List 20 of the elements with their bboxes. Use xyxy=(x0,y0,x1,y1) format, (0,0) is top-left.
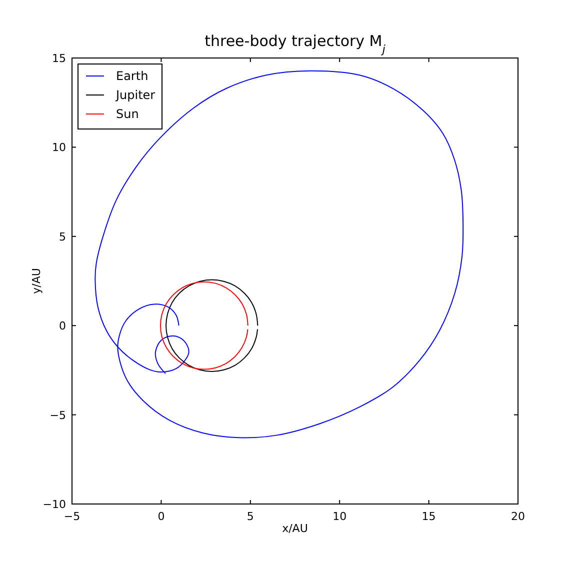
chart-title: three-body trajectory M$_{j}$ xyxy=(204,32,386,56)
line-series xyxy=(160,281,248,370)
y-tick-label: 5 xyxy=(59,230,66,244)
x-tick-label: 10 xyxy=(332,510,347,523)
x-tick-label: 20 xyxy=(511,510,525,523)
y-tick-label: 0 xyxy=(59,320,66,333)
line-series xyxy=(166,279,258,372)
y-tick-label: −10 xyxy=(42,498,66,511)
y-tick-label: −5 xyxy=(50,408,66,422)
x-tick-label: 15 xyxy=(422,510,436,523)
legend-label: Earth xyxy=(116,69,148,83)
line-series xyxy=(94,70,464,438)
legend-label: Sun xyxy=(116,107,139,121)
x-axis-title: x/AU xyxy=(282,522,308,535)
y-axis-title: y/AU xyxy=(30,268,43,294)
legend-label: Jupiter xyxy=(115,88,156,102)
x-tick-label: 5 xyxy=(246,510,254,523)
x-tick-label: 0 xyxy=(158,510,165,523)
y-tick-label: 15 xyxy=(52,52,66,65)
y-tick-label: 10 xyxy=(52,141,66,154)
